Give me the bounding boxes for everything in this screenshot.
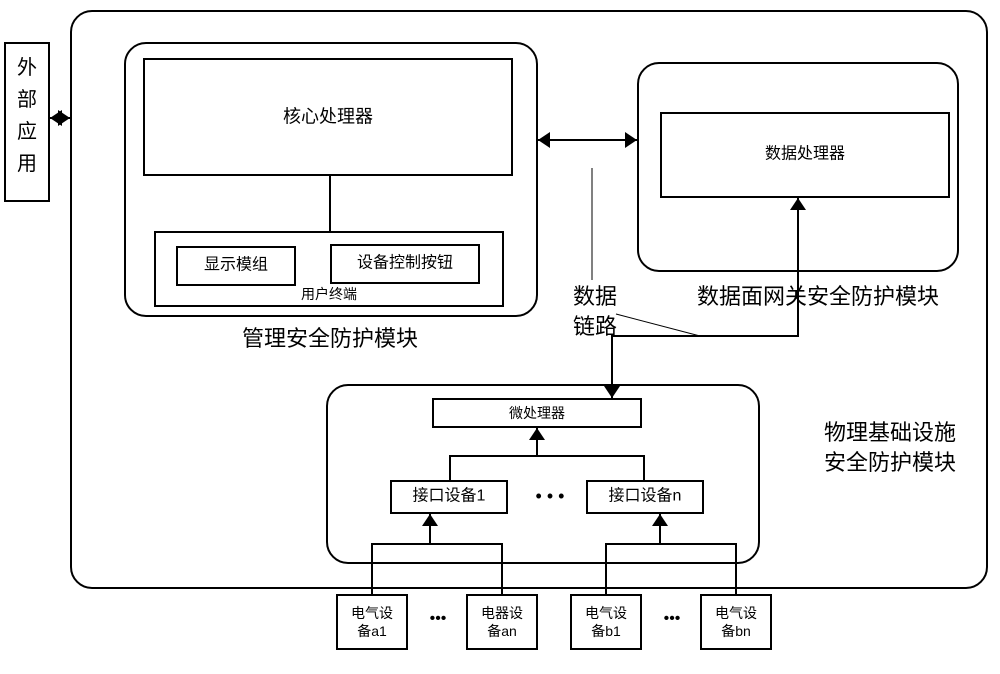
data_proc-label: 数据处理器 <box>662 145 948 166</box>
iface1-label: 接口设备1 <box>392 487 506 508</box>
microproc-label: 微处理器 <box>434 404 640 422</box>
user_terminal-label: 用户终端 <box>156 285 502 303</box>
display_mod-label: 显示模组 <box>178 256 294 277</box>
display_mod: 显示模组 <box>176 246 296 286</box>
dev_b1: 电气设 备b1 <box>570 594 642 650</box>
external_app: 外 部 应 用 <box>4 42 50 202</box>
iface_dots: • • • <box>520 484 580 508</box>
dev_bn-label: 电气设 备bn <box>702 604 770 640</box>
diagram-canvas: 外 部 应 用管理安全防护模块 核心处理器用户终端 显示模组 设备控制按钮数据面网关安… <box>0 0 1000 674</box>
ctrl_btn-label: 设备控制按钮 <box>332 254 478 275</box>
dev_a1-label: 电气设 备a1 <box>338 604 406 640</box>
external_app-label: 外 部 应 用 <box>6 52 48 180</box>
dev_b1-label: 电气设 备b1 <box>572 604 640 640</box>
ctrl_btn: 设备控制按钮 <box>330 244 480 284</box>
dots_a: ••• <box>416 608 460 632</box>
dev_bn: 电气设 备bn <box>700 594 772 650</box>
ifacen: 接口设备n <box>586 480 704 514</box>
dev_an: 电器设 备an <box>466 594 538 650</box>
core_proc-label: 核心处理器 <box>145 105 511 128</box>
core_proc: 核心处理器 <box>143 58 513 176</box>
gw_caption: 数据面网关安全防护模块 <box>668 282 968 310</box>
dev_an-label: 电器设 备an <box>468 604 536 640</box>
mgmt_caption: 管理安全防护模块 <box>210 324 450 352</box>
data_proc: 数据处理器 <box>660 112 950 198</box>
dots_b: ••• <box>650 608 694 632</box>
iface1: 接口设备1 <box>390 480 508 514</box>
microproc: 微处理器 <box>432 398 642 428</box>
datalink_label: 数据 链路 <box>560 282 630 338</box>
dev_a1: 电气设 备a1 <box>336 594 408 650</box>
phys_caption: 物理基础设施 安全防护模块 <box>790 418 990 478</box>
ifacen-label: 接口设备n <box>588 487 702 508</box>
